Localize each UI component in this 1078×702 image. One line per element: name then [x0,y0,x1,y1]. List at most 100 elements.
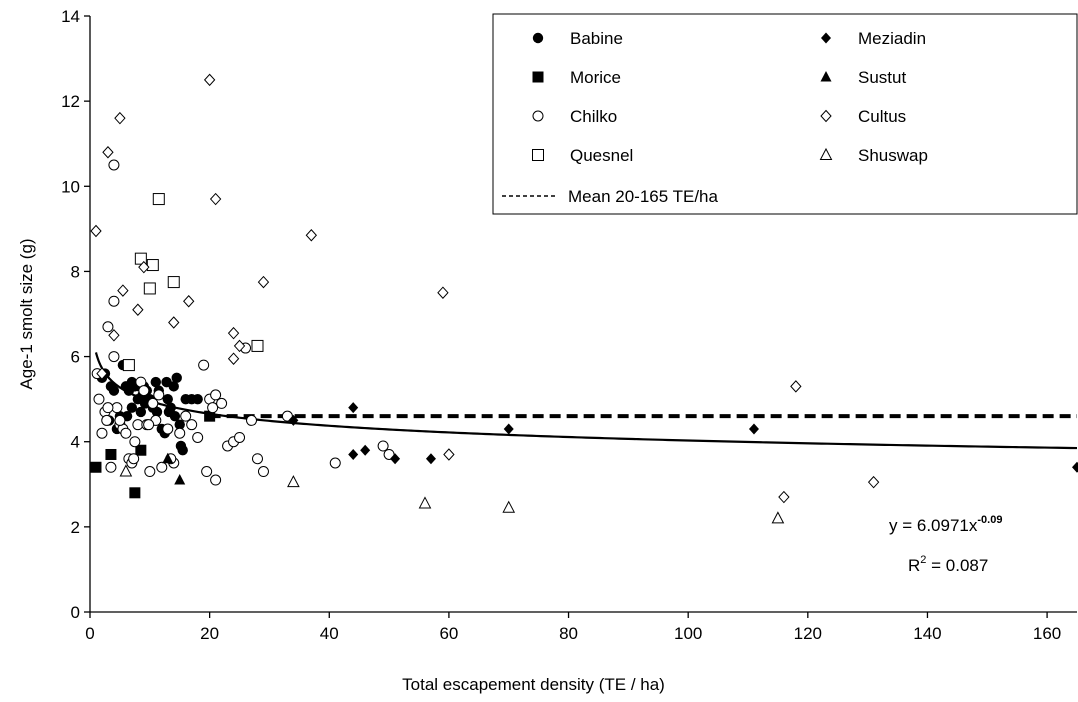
fit-equation: y = 6.0971x-0.09 [889,514,1002,535]
series-chilko [91,159,395,486]
fit-annotation: y = 6.0971x-0.09 R2 = 0.087 [889,514,1002,575]
point-chilko [257,466,269,478]
point-meziadin [348,448,359,460]
r-squared-symbol: R [908,556,920,575]
series-meziadin [288,402,1078,473]
point-chilko [114,414,126,426]
series-sustut [162,452,186,485]
point-chilko [216,397,228,409]
point-morice [90,461,102,473]
point-quesnel [122,359,135,372]
x-tick-label: 80 [559,624,578,643]
y-tick-label: 8 [71,262,80,281]
point-quesnel [152,193,165,206]
point-babine [135,406,147,418]
legend-label-sustut: Sustut [858,68,906,87]
axes: 0 20 40 60 80 100 120 140 160 0 2 4 6 8 10 12 14 Total es… [17,7,1077,694]
point-chilko [210,474,222,486]
legend-label-babine: Babine [570,29,623,48]
series-cultus [90,73,880,504]
point-cultus [227,352,240,365]
point-meziadin [425,453,436,465]
point-chilko [192,431,204,443]
point-babine [108,385,120,396]
legend-marker-morice [532,71,544,83]
x-tick-label: 60 [439,624,458,643]
point-babine [151,406,163,418]
legend-marker-shuswap [819,147,833,160]
r-squared: R2 = 0.087 [908,554,988,575]
data-points [90,73,1078,524]
point-shuswap [771,511,785,524]
y-tick-label: 2 [71,518,80,537]
r-squared-superscript: 2 [920,554,926,566]
point-meziadin [288,414,299,426]
legend-marker-babine [532,32,544,44]
point-chilko [210,389,222,401]
point-chilko [329,457,341,469]
point-chilko [180,410,192,422]
legend-label-mean: Mean 20-165 TE/ha [568,187,718,206]
point-chilko [120,427,132,439]
point-cultus [437,286,449,299]
point-chilko [138,385,150,397]
x-tick-label: 140 [913,624,941,643]
point-cultus [132,303,144,316]
fit-equation-base: y = 6.0971x [889,516,978,535]
point-cultus [183,294,195,308]
point-chilko [153,389,165,401]
point-chilko [108,295,120,307]
point-chilko [102,402,114,414]
x-tick-label: 160 [1033,624,1061,643]
point-chilko [143,419,155,431]
point-babine [161,376,172,388]
point-chilko [251,453,263,465]
point-cultus [867,475,880,489]
point-cultus [96,367,108,380]
x-axis-label: Total escapement density (TE / ha) [402,675,665,694]
x-tick-label: 40 [320,624,339,643]
point-babine [174,419,185,430]
legend-label-shuswap: Shuswap [858,146,928,165]
point-sustut [174,474,186,485]
point-morice [129,487,141,499]
point-babine [150,376,161,388]
point-babine [126,402,138,413]
point-cultus [203,73,216,87]
point-sustut [162,452,174,464]
point-chilko [93,393,105,405]
legend-box [492,13,1078,215]
legend-label-chilko: Chilko [570,107,617,126]
point-cultus [114,111,126,125]
point-shuswap [502,500,516,513]
point-chilko [156,461,168,473]
point-quesnel [251,339,264,352]
point-morice [135,444,147,456]
point-babine [139,398,151,409]
point-quesnel [146,259,159,272]
point-chilko [144,466,156,478]
point-cultus [90,224,102,238]
legend-label-cultus: Cultus [858,107,906,126]
point-morice [105,448,117,460]
point-meziadin [348,402,359,414]
point-quesnel [134,252,147,265]
x-tick-label: 0 [85,624,94,643]
legend-label-meziadin: Meziadin [858,29,926,48]
point-cultus [790,380,802,393]
y-axis-label: Age-1 smolt size (g) [17,238,36,389]
point-quesnel [143,282,156,295]
legend-label-quesnel: Quesnel [570,146,633,165]
point-cultus [102,145,114,159]
y-tick-label: 12 [61,92,80,111]
legend: Babine Morice Chilko Quesnel Meziadin Sustut C… [492,13,1078,215]
legend-marker-sustut [820,71,832,82]
legend-marker-quesnel [532,149,544,161]
point-meziadin [748,423,759,435]
point-chilko [198,359,210,371]
y-tick-label: 6 [71,348,80,367]
y-tick-label: 0 [71,603,80,622]
point-chilko [234,431,246,443]
